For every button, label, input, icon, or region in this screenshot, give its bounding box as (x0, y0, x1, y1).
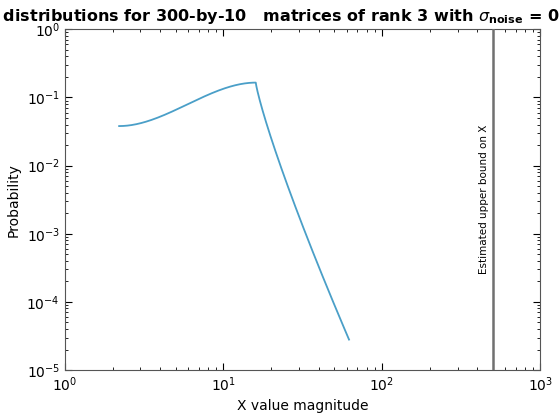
Y-axis label: Probability: Probability (7, 163, 21, 236)
Text: Estimated upper bound on X: Estimated upper bound on X (479, 125, 489, 274)
X-axis label: X value magnitude: X value magnitude (237, 399, 368, 413)
Title: X distributions for 300-by-10   matrices of rank 3 with $\sigma_{\mathregular{no: X distributions for 300-by-10 matrices o… (0, 7, 560, 26)
